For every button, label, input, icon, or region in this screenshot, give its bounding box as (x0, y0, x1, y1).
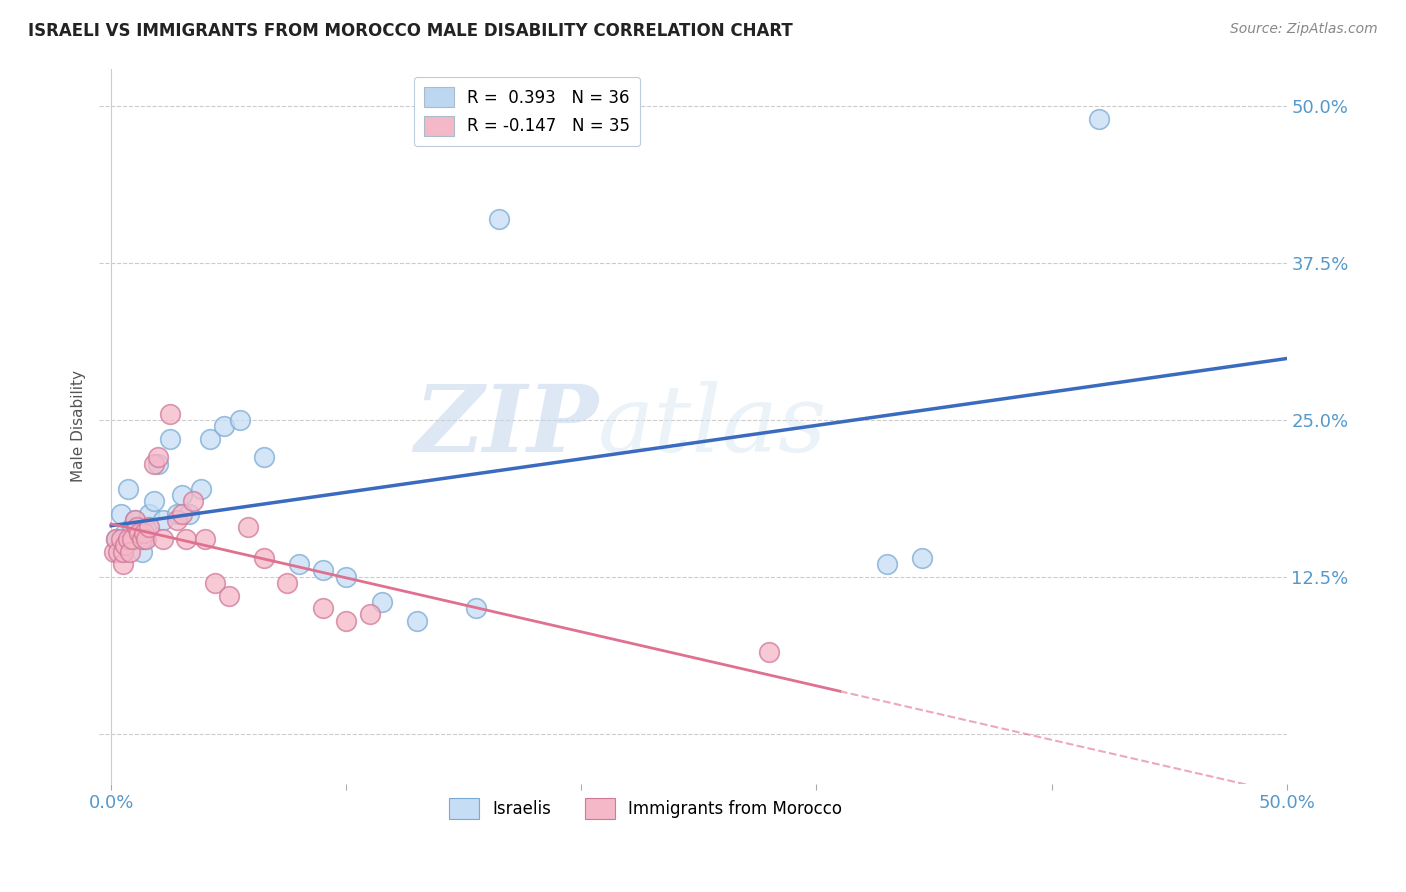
Point (190, 482, 212, 496)
Point (488, 212, 510, 227)
Point (253, 450, 276, 465)
Point (118, 532, 141, 546)
Point (405, 614, 427, 628)
Point (276, 576, 298, 591)
Point (107, 544, 129, 558)
Point (125, 532, 148, 546)
Point (218, 589, 240, 603)
Point (103, 544, 125, 558)
Point (198, 432, 221, 446)
Point (183, 494, 205, 508)
Point (288, 557, 311, 571)
Point (335, 570, 357, 584)
Point (370, 595, 392, 609)
Point (194, 532, 217, 546)
Point (204, 576, 226, 591)
Point (104, 532, 127, 546)
Point (104, 532, 127, 546)
Point (128, 525, 150, 540)
Point (111, 544, 134, 558)
Point (114, 525, 136, 540)
Point (166, 507, 188, 521)
Point (312, 601, 335, 615)
Point (464, 601, 486, 615)
Point (159, 407, 181, 421)
Legend: Israelis, Immigrants from Morocco: Israelis, Immigrants from Morocco (443, 792, 849, 825)
Point (359, 607, 381, 622)
Point (236, 519, 259, 533)
Point (117, 532, 139, 546)
Point (159, 432, 181, 446)
Point (177, 507, 200, 521)
Point (142, 457, 165, 471)
Point (111, 544, 134, 558)
Point (312, 563, 335, 577)
Point (148, 450, 170, 465)
Point (911, 550, 934, 565)
Point (758, 645, 780, 659)
Point (128, 525, 150, 540)
Point (138, 519, 160, 533)
Point (110, 532, 132, 546)
Point (876, 557, 898, 571)
Point (176, 532, 198, 546)
Point (253, 550, 276, 565)
Point (148, 457, 170, 471)
Point (212, 419, 235, 434)
Point (111, 557, 134, 571)
Point (121, 532, 143, 546)
Point (121, 519, 143, 533)
Text: ISRAELI VS IMMIGRANTS FROM MOROCCO MALE DISABILITY CORRELATION CHART: ISRAELI VS IMMIGRANTS FROM MOROCCO MALE … (28, 22, 793, 40)
Point (132, 532, 155, 546)
Point (229, 413, 252, 427)
Point (170, 488, 193, 502)
Point (1087, 112, 1109, 126)
Point (124, 513, 146, 527)
Point (335, 614, 357, 628)
Point (117, 482, 139, 496)
Y-axis label: Male Disability: Male Disability (72, 370, 86, 483)
Point (142, 494, 165, 508)
Point (118, 544, 141, 558)
Text: Source: ZipAtlas.com: Source: ZipAtlas.com (1230, 22, 1378, 37)
Point (131, 544, 153, 558)
Point (110, 507, 132, 521)
Text: ZIP: ZIP (413, 381, 598, 471)
Point (152, 513, 174, 527)
Point (124, 513, 146, 527)
Text: atlas: atlas (598, 381, 828, 471)
Point (166, 513, 188, 527)
Point (135, 532, 157, 546)
Point (125, 519, 148, 533)
Point (170, 507, 193, 521)
Point (138, 507, 160, 521)
Point (132, 525, 155, 540)
Point (131, 532, 153, 546)
Point (114, 538, 136, 552)
Point (152, 532, 174, 546)
Point (135, 519, 157, 533)
